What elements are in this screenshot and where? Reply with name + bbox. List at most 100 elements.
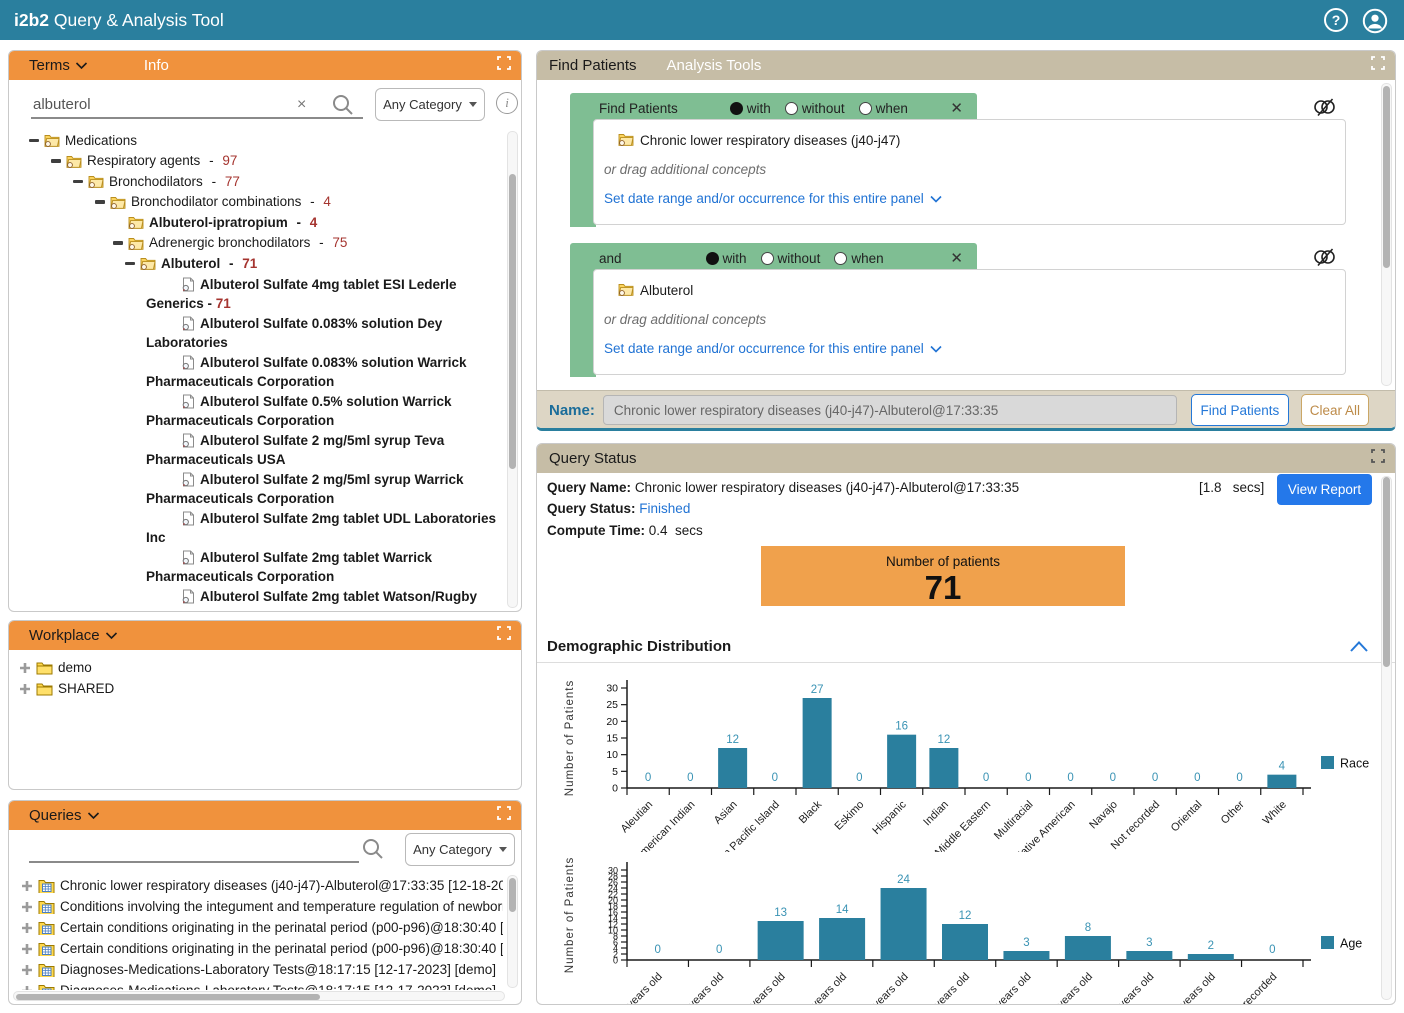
group2-exclude-dates-icon[interactable] xyxy=(1311,246,1337,273)
term-leaf-item[interactable]: Albuterol Sulfate 0.083% solution Dey La… xyxy=(146,315,443,351)
svg-text:Asian Pacific Island: Asian Pacific Island xyxy=(706,799,782,852)
svg-text:30: 30 xyxy=(606,683,618,695)
query-item[interactable]: Certain conditions originating in the pe… xyxy=(21,938,503,959)
expand-icon[interactable] xyxy=(497,626,511,645)
expand-icon[interactable] xyxy=(1371,449,1385,468)
collapse-icon[interactable] xyxy=(1349,640,1369,658)
term-folder-item[interactable]: Albuterol-ipratropium - 4 xyxy=(11,212,505,233)
document-search-icon xyxy=(164,394,195,414)
tab-info[interactable]: Info xyxy=(143,57,169,74)
radio-without[interactable] xyxy=(784,101,798,115)
term-folder-item[interactable]: Respiratory agents - 97 xyxy=(11,151,505,172)
expand-plus-icon[interactable] xyxy=(21,964,33,976)
svg-text:Age: Age xyxy=(1340,937,1362,951)
term-leaf-item[interactable]: Albuterol Sulfate 2mg tablet Watson/Rugb… xyxy=(11,589,505,609)
find-patients-button[interactable]: Find Patients xyxy=(1190,394,1289,426)
group1-concept[interactable]: Chronic lower respiratory diseases (j40-… xyxy=(640,133,901,148)
tab-terms[interactable]: Terms xyxy=(29,57,70,74)
clear-search-icon[interactable]: × xyxy=(297,96,307,113)
expand-icon[interactable] xyxy=(1371,56,1385,75)
terms-search-input[interactable] xyxy=(31,91,363,119)
radio-when[interactable] xyxy=(858,101,872,115)
help-icon[interactable]: ? xyxy=(1324,8,1348,32)
workplace-title[interactable]: Workplace xyxy=(29,627,100,644)
term-folder-item[interactable]: Medications xyxy=(11,130,505,151)
query-item[interactable]: Diagnoses-Medications-Laboratory Tests@1… xyxy=(21,959,503,980)
tab-find-patients[interactable]: Find Patients xyxy=(549,57,637,74)
query-name-row: Query Name: Chronic lower respiratory di… xyxy=(547,480,1020,495)
query-item[interactable]: Diagnoses-Medications-Laboratory Tests@1… xyxy=(21,980,503,990)
queries-category-dropdown[interactable]: Any Category xyxy=(405,833,515,866)
info-icon[interactable]: i xyxy=(496,92,518,114)
group1-exclude-dates-icon[interactable] xyxy=(1311,96,1337,123)
chevron-down-icon[interactable] xyxy=(75,57,88,75)
svg-text:3: 3 xyxy=(1023,937,1029,949)
term-folder-item[interactable]: Albuterol - 71 xyxy=(11,253,505,274)
collapse-minus-icon[interactable] xyxy=(29,138,39,142)
query-folder-icon xyxy=(38,900,55,914)
find-patients-scrollbar[interactable] xyxy=(1381,83,1392,386)
group1-date-link[interactable]: Set date range and/or occurrence for thi… xyxy=(604,191,1345,206)
search-icon[interactable] xyxy=(331,93,355,122)
term-folder-item[interactable]: Adrenergic bronchodilators - 75 xyxy=(11,233,505,254)
term-folder-item[interactable]: Bronchodilator combinations - 4 xyxy=(11,192,505,213)
queries-vscrollbar[interactable] xyxy=(507,875,518,988)
radio-with[interactable] xyxy=(705,251,719,265)
radio-when[interactable] xyxy=(834,251,848,265)
collapse-minus-icon[interactable] xyxy=(113,241,123,245)
terms-scrollbar[interactable] xyxy=(507,131,518,608)
user-account-icon[interactable] xyxy=(1362,8,1388,34)
close-icon[interactable]: ✕ xyxy=(950,100,963,117)
queries-search-input[interactable] xyxy=(29,837,359,863)
query-item[interactable]: Chronic lower respiratory diseases (j40-… xyxy=(21,875,503,896)
query-name-input[interactable] xyxy=(602,395,1177,425)
workplace-item[interactable]: demo xyxy=(19,657,511,678)
radio-without[interactable] xyxy=(760,251,774,265)
expand-icon[interactable] xyxy=(497,56,511,75)
term-leaf-item[interactable]: Albuterol Sulfate 2 mg/5ml syrup Teva Ph… xyxy=(146,432,445,468)
expand-plus-icon[interactable] xyxy=(21,901,33,913)
expand-plus-icon[interactable] xyxy=(21,880,33,892)
collapse-minus-icon[interactable] xyxy=(73,179,83,183)
svg-text:Black: Black xyxy=(797,798,825,826)
workplace-item[interactable]: SHARED xyxy=(19,678,511,699)
query-status-scrollbar[interactable] xyxy=(1381,476,1392,1000)
expand-plus-icon[interactable] xyxy=(19,683,31,695)
clear-all-button[interactable]: Clear All xyxy=(1300,394,1369,426)
query-item[interactable]: Conditions involving the integument and … xyxy=(21,896,503,917)
expand-plus-icon[interactable] xyxy=(21,943,33,955)
queries-title[interactable]: Queries xyxy=(29,807,82,824)
term-leaf-item[interactable]: Albuterol Sulfate 2 mg/5ml syrup Warrick… xyxy=(146,471,464,507)
svg-text:15: 15 xyxy=(606,733,618,745)
patient-count-caption: Number of patients xyxy=(885,554,1001,569)
term-leaf-item[interactable]: Albuterol Sulfate 4mg tablet ESI Lederle… xyxy=(146,276,457,312)
term-leaf-item[interactable]: Albuterol Sulfate 2mg tablet UDL Laborat… xyxy=(146,510,497,546)
terms-category-dropdown[interactable]: Any Category xyxy=(375,88,485,121)
collapse-minus-icon[interactable] xyxy=(95,200,105,204)
group1-concept-box[interactable]: Chronic lower respiratory diseases (j40-… xyxy=(593,119,1346,225)
term-leaf-item[interactable]: Albuterol Sulfate 0.5% solution Warrick … xyxy=(146,393,452,429)
term-folder-item[interactable]: Bronchodilators - 77 xyxy=(11,171,505,192)
svg-text:0: 0 xyxy=(613,956,618,966)
chevron-down-icon[interactable] xyxy=(87,807,100,825)
collapse-minus-icon[interactable] xyxy=(51,159,61,163)
svg-text:0: 0 xyxy=(983,772,989,784)
tab-analysis-tools[interactable]: Analysis Tools xyxy=(666,57,762,74)
search-icon[interactable] xyxy=(361,837,385,866)
radio-with[interactable] xyxy=(729,101,743,115)
expand-plus-icon[interactable] xyxy=(21,922,33,934)
view-report-button[interactable]: View Report xyxy=(1277,474,1372,505)
close-icon[interactable]: ✕ xyxy=(950,250,963,267)
chevron-down-icon[interactable] xyxy=(105,627,118,645)
term-leaf-item[interactable]: Albuterol Sulfate 2mg tablet Warrick Pha… xyxy=(146,549,433,585)
group2-concept-box[interactable]: Albuterol or drag additional concepts Se… xyxy=(593,269,1346,375)
collapse-minus-icon[interactable] xyxy=(125,261,135,265)
queries-hscrollbar[interactable] xyxy=(13,991,505,1001)
group2-concept[interactable]: Albuterol xyxy=(640,283,694,298)
term-leaf-item[interactable]: Albuterol Sulfate 0.083% solution Warric… xyxy=(146,354,467,390)
query-item[interactable]: Certain conditions originating in the pe… xyxy=(21,917,503,938)
expand-plus-icon[interactable] xyxy=(19,662,31,674)
group2-date-link[interactable]: Set date range and/or occurrence for thi… xyxy=(604,341,1345,356)
expand-icon[interactable] xyxy=(497,806,511,825)
expand-plus-icon[interactable] xyxy=(21,985,33,990)
